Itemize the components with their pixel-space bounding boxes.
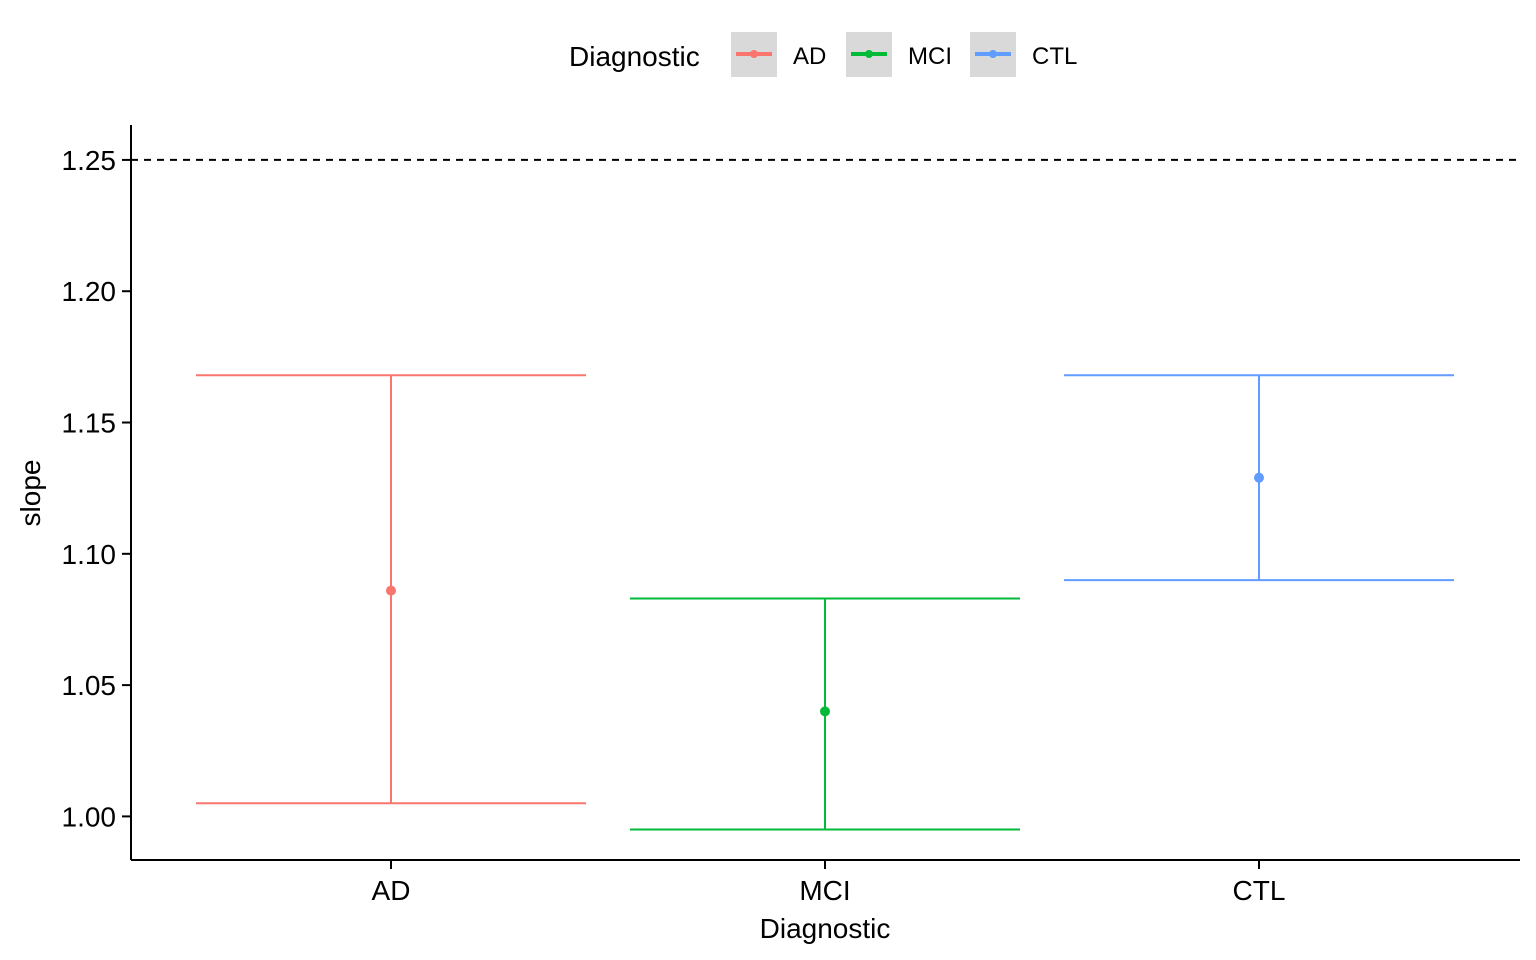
x-axis: AD MCI CTL (131, 859, 1520, 906)
legend: Diagnostic AD MCI CTL (569, 32, 1077, 77)
estimate-point (820, 706, 830, 717)
legend-item-mci: MCI (846, 32, 952, 77)
legend-label: CTL (1032, 43, 1077, 70)
errorbar-mci (630, 597, 1020, 831)
y-tick-label: 1.10 (62, 539, 117, 570)
y-tick-label: 1.25 (62, 145, 117, 176)
errorbars (196, 374, 1454, 831)
x-tick-label: MCI (799, 875, 850, 906)
y-tick-label: 1.15 (62, 408, 117, 439)
errorbar-ad (196, 374, 586, 805)
legend-label: AD (793, 43, 826, 70)
y-axis-title: slope (15, 460, 46, 527)
legend-label: MCI (908, 43, 952, 70)
errorbar-ctl (1064, 374, 1454, 582)
legend-title: Diagnostic (569, 41, 700, 72)
legend-items: AD MCI CTL (731, 32, 1077, 77)
y-axis: 1.00 1.05 1.10 1.15 1.20 1.25 (62, 125, 132, 860)
legend-item-ctl: CTL (970, 32, 1077, 77)
y-tick-label: 1.05 (62, 670, 117, 701)
x-tick-label: AD (372, 875, 411, 906)
x-tick-label: CTL (1233, 875, 1286, 906)
estimate-point (386, 585, 396, 596)
legend-key-point (750, 50, 758, 58)
legend-key-point (865, 50, 873, 58)
legend-key-point (989, 50, 997, 58)
y-tick-label: 1.00 (62, 801, 117, 832)
x-axis-title: Diagnostic (760, 913, 891, 944)
plot-area: 1.00 1.05 1.10 1.15 1.20 1.25 AD MCI CTL (62, 125, 1520, 906)
y-tick-label: 1.20 (62, 276, 117, 307)
estimate-point (1254, 472, 1264, 483)
legend-item-ad: AD (731, 32, 826, 77)
